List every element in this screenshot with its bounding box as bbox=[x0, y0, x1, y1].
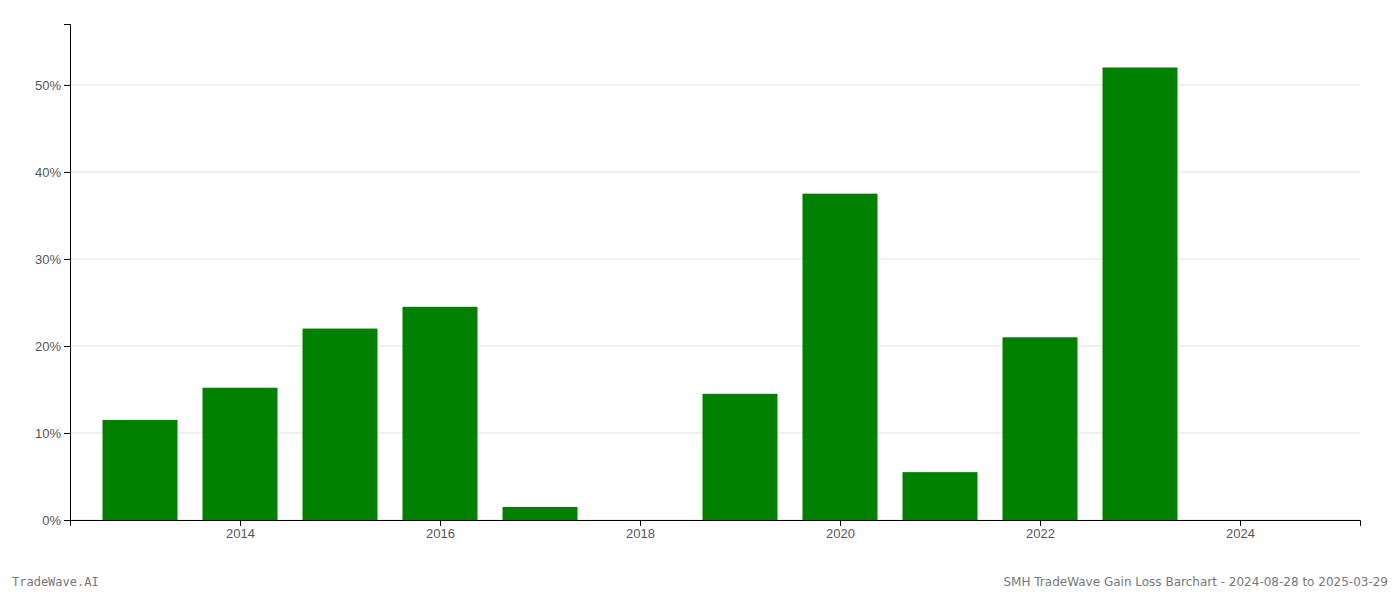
x-tick-mark bbox=[1240, 520, 1241, 526]
x-tick-mark bbox=[1040, 520, 1041, 526]
x-tick: 2024 bbox=[1226, 520, 1255, 541]
chart-title: SMH TradeWave Gain Loss Barchart - 2024-… bbox=[1003, 575, 1388, 589]
y-tick-mark bbox=[64, 346, 70, 347]
chart-container: 0% 10% 20% 30% 40% 50% 2014 2016 2018 2020 2022 202… bbox=[0, 0, 1400, 600]
bar bbox=[503, 507, 578, 520]
bar bbox=[403, 307, 478, 520]
bar bbox=[603, 520, 678, 521]
y-tick: 20% bbox=[35, 339, 70, 354]
x-tick-mark bbox=[640, 520, 641, 526]
bar bbox=[1103, 68, 1178, 520]
y-tick: 30% bbox=[35, 252, 70, 267]
y-axis-line bbox=[64, 25, 71, 521]
y-tick-label: 10% bbox=[35, 426, 61, 441]
x-tick: 2018 bbox=[626, 520, 655, 541]
y-tick-mark bbox=[64, 433, 70, 434]
plot-area: 0% 10% 20% 30% 40% 50% 2014 2016 2018 2020 2022 202… bbox=[35, 25, 1361, 542]
bar bbox=[1203, 520, 1278, 521]
x-tick-mark bbox=[840, 520, 841, 526]
x-tick-label: 2024 bbox=[1226, 526, 1255, 541]
y-tick-label: 0% bbox=[42, 513, 61, 528]
footer-annotation: TradeWave.AI bbox=[12, 575, 99, 589]
bars bbox=[103, 68, 1178, 520]
y-tick-mark bbox=[64, 520, 70, 521]
y-tick: 10% bbox=[35, 426, 70, 441]
y-axis: 0% 10% 20% 30% 40% 50% bbox=[35, 25, 71, 528]
bar bbox=[703, 394, 778, 520]
bar bbox=[203, 388, 278, 520]
y-tick: 0% bbox=[42, 513, 70, 528]
x-axis-line bbox=[71, 521, 1361, 527]
y-tick-label: 20% bbox=[35, 339, 61, 354]
bar bbox=[1003, 337, 1078, 520]
chart-svg: 0% 10% 20% 30% 40% 50% 2014 2016 2018 2020 2022 202… bbox=[0, 0, 1400, 600]
x-tick-mark bbox=[240, 520, 241, 526]
x-axis: 2014 2016 2018 2020 2022 2024 bbox=[71, 520, 1361, 541]
y-tick-mark bbox=[64, 259, 70, 260]
bar bbox=[903, 472, 978, 520]
x-tick-mark bbox=[440, 520, 441, 526]
x-tick: 2014 bbox=[226, 520, 255, 541]
x-tick-label: 2018 bbox=[626, 526, 655, 541]
x-tick-label: 2022 bbox=[1026, 526, 1055, 541]
x-tick-label: 2014 bbox=[226, 526, 255, 541]
x-tick-label: 2020 bbox=[826, 526, 855, 541]
y-tick: 50% bbox=[35, 78, 70, 93]
x-tick: 2022 bbox=[1026, 520, 1055, 541]
x-tick: 2016 bbox=[426, 520, 455, 541]
y-tick-mark bbox=[64, 85, 70, 86]
x-tick-label: 2016 bbox=[426, 526, 455, 541]
y-tick: 40% bbox=[35, 165, 70, 180]
y-tick-label: 30% bbox=[35, 252, 61, 267]
bar bbox=[803, 194, 878, 520]
y-tick-mark bbox=[64, 172, 70, 173]
bar bbox=[303, 329, 378, 520]
y-tick-label: 40% bbox=[35, 165, 61, 180]
bar bbox=[103, 420, 178, 520]
y-tick-label: 50% bbox=[35, 78, 61, 93]
x-tick: 2020 bbox=[826, 520, 855, 541]
